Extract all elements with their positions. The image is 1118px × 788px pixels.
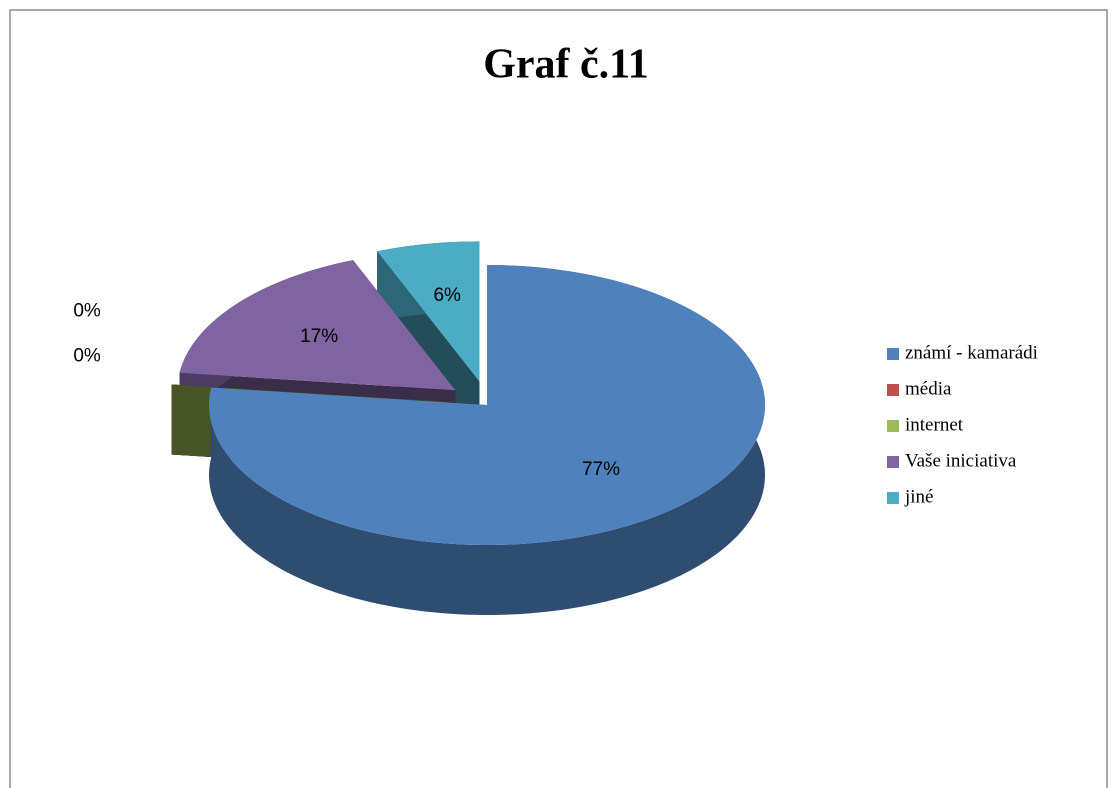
chart-title: Graf č.11: [483, 42, 649, 88]
legend-label: internet: [905, 414, 964, 435]
slice-top: [377, 241, 480, 382]
slice-top: [209, 265, 765, 545]
legend-swatch: [887, 456, 899, 468]
data-label: 0%: [73, 346, 101, 367]
data-label: 6%: [433, 285, 461, 306]
slice-top: [179, 260, 456, 391]
legend-label: známí - kamarádi: [905, 342, 1038, 363]
legend-label: Vaše iniciativa: [905, 450, 1017, 471]
legend-swatch: [887, 420, 899, 432]
legend: známí - kamarádi média internet Vaše inicia…: [887, 342, 1038, 507]
pie: [171, 241, 765, 615]
legend-swatch: [887, 348, 899, 360]
legend-swatch: [887, 492, 899, 504]
data-label: 0%: [73, 301, 101, 322]
pie-slice: [209, 265, 765, 615]
data-label: 17%: [300, 326, 338, 347]
data-label: 77%: [582, 459, 620, 480]
legend-label: média: [905, 378, 952, 399]
legend-swatch: [887, 384, 899, 396]
legend-label: jiné: [904, 486, 934, 507]
